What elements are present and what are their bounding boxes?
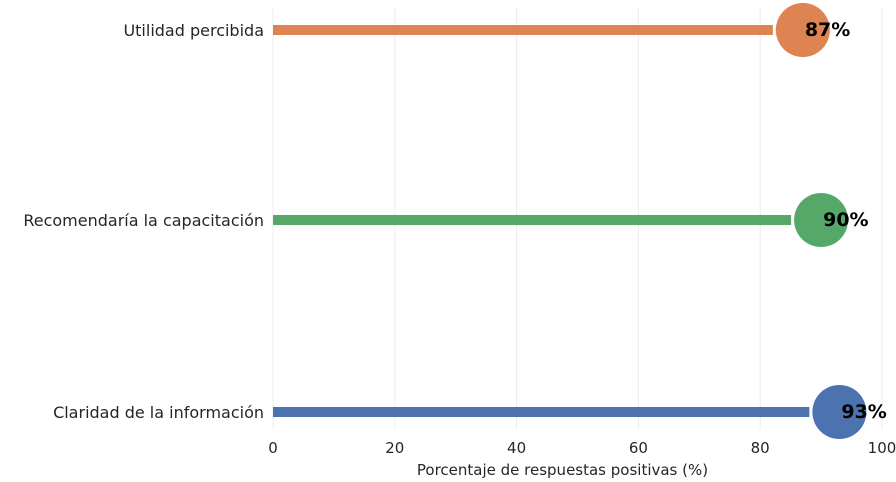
x-tick-label-0: 0 — [268, 439, 278, 457]
stem-utilidad-percibida — [273, 25, 773, 35]
category-labels: Utilidad percibida Recomendaría la capaci… — [23, 21, 264, 422]
x-tick-label-80: 80 — [751, 439, 770, 457]
category-label-claridad-de-la-informacion: Claridad de la información — [53, 403, 264, 422]
data-label-claridad-de-la-informacion: 93% — [841, 401, 886, 423]
data-labels: 87% 90% 93% — [805, 19, 887, 423]
dot-recomendaria-la-capacitacion — [794, 193, 849, 247]
category-label-utilidad-percibida: Utilidad percibida — [123, 21, 264, 40]
stem-claridad-de-la-informacion — [273, 407, 810, 417]
x-tick-labels: 0 20 40 60 80 100 — [268, 439, 896, 457]
data-label-recomendaria-la-capacitacion: 90% — [823, 209, 868, 231]
data-label-utilidad-percibida: 87% — [805, 19, 850, 41]
lollipop-stems — [273, 25, 810, 417]
dot-utilidad-percibida — [775, 3, 830, 57]
category-label-recomendaria-la-capacitacion: Recomendaría la capacitación — [23, 211, 264, 230]
x-tick-label-40: 40 — [507, 439, 526, 457]
x-tick-label-100: 100 — [868, 439, 896, 457]
x-axis-title: Porcentaje de respuestas positivas (%) — [417, 461, 708, 479]
x-tick-label-60: 60 — [629, 439, 648, 457]
stem-recomendaria-la-capacitacion — [273, 215, 792, 225]
lollipop-dots — [773, 1, 869, 441]
x-tick-label-20: 20 — [385, 439, 404, 457]
dot-claridad-de-la-informacion — [812, 385, 867, 439]
